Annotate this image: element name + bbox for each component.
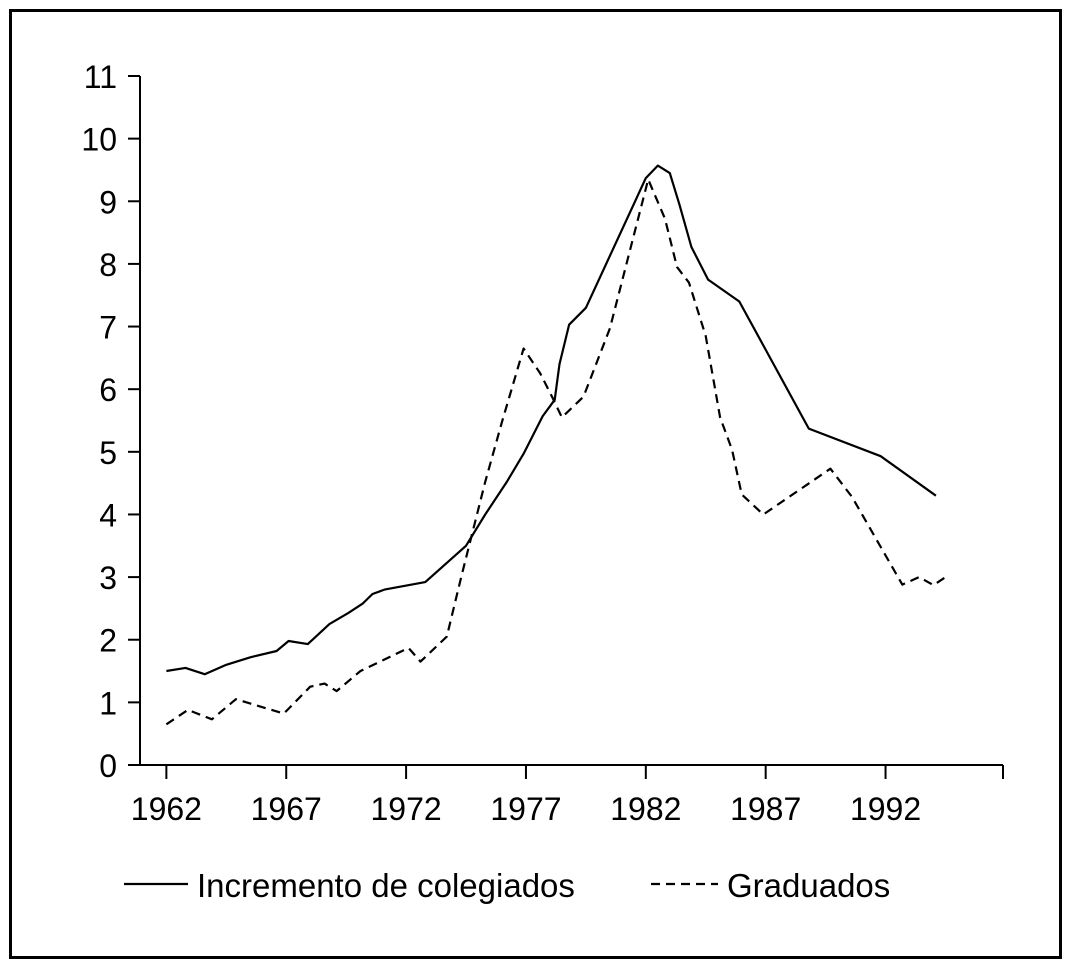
y-tick-label: 5 [99, 435, 117, 471]
y-tick-label: 7 [99, 310, 117, 346]
legend-label-graduados: Graduados [727, 867, 890, 904]
x-tick-label: 1987 [730, 791, 801, 827]
x-tick-label: 1967 [251, 791, 322, 827]
y-tick-label: 0 [99, 748, 117, 784]
x-tick-label: 1992 [850, 791, 921, 827]
legend-label-incremento-de-colegiados: Incremento de colegiados [197, 867, 575, 904]
y-tick-label: 9 [99, 184, 117, 220]
y-tick-label: 4 [99, 497, 117, 533]
y-tick-label: 8 [99, 247, 117, 283]
y-tick-label: 6 [99, 372, 117, 408]
y-tick-label: 10 [81, 122, 117, 158]
legend: Incremento de colegiados Graduados [124, 867, 890, 904]
y-tick-label: 11 [84, 59, 117, 95]
y-tick-label: 1 [99, 685, 117, 721]
x-tick-label: 1962 [131, 791, 202, 827]
chart-border [9, 9, 1062, 959]
series-line-graduados [165, 178, 947, 726]
x-tick-label: 1977 [490, 791, 561, 827]
series-lines [165, 164, 947, 726]
x-tick-label: 1972 [370, 791, 441, 827]
x-tick-label: 1982 [610, 791, 681, 827]
series-line-incremento-de-colegiados [166, 164, 937, 676]
y-tick-label: 2 [99, 623, 117, 659]
y-tick-label: 3 [99, 560, 117, 596]
axes: 0 1 2 3 4 5 6 7 8 9 10 11 1962 1967 1972 1977 1982 1987 19… [81, 59, 1004, 827]
